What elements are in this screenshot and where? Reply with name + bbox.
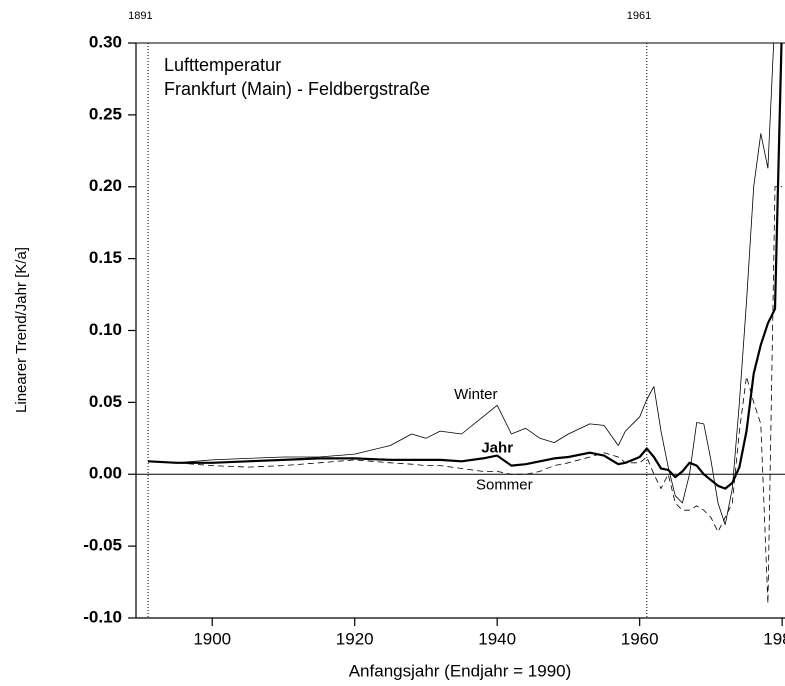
plot-area xyxy=(148,43,783,604)
series-label: Sommer xyxy=(476,477,533,494)
x-tick-label: 1960 xyxy=(621,629,659,648)
series-line xyxy=(148,43,783,490)
x-tick-label: 1900 xyxy=(193,629,231,648)
y-tick-label: -0.10 xyxy=(83,607,122,626)
y-tick-label: 0.00 xyxy=(89,464,122,483)
y-tick-label: 0.20 xyxy=(89,176,122,195)
x-tick-label: 1940 xyxy=(478,629,516,648)
chart-title: Lufttemperatur xyxy=(164,55,281,75)
reference-label: 1891 xyxy=(128,10,152,22)
x-tick-label: 1980 xyxy=(763,629,785,648)
y-tick-label: -0.05 xyxy=(83,536,122,555)
x-axis-label: Anfangsjahr (Endjahr = 1990) xyxy=(349,661,572,680)
reference-label: 1961 xyxy=(627,10,651,22)
y-axis-label: Linearer Trend/Jahr [K/a] xyxy=(13,247,30,413)
y-tick-label: 0.10 xyxy=(89,320,122,339)
y-tick-label: 0.25 xyxy=(89,104,122,123)
chart-subtitle: Frankfurt (Main) - Feldbergstraße xyxy=(164,79,430,99)
y-tick-label: 0.05 xyxy=(89,392,122,411)
series-label: Winter xyxy=(454,386,497,403)
y-tick-label: 0.15 xyxy=(89,248,122,267)
y-tick-label: 0.30 xyxy=(89,32,122,51)
series-line xyxy=(148,43,775,525)
series-label: Jahr xyxy=(481,439,513,456)
x-tick-label: 1920 xyxy=(336,629,374,648)
